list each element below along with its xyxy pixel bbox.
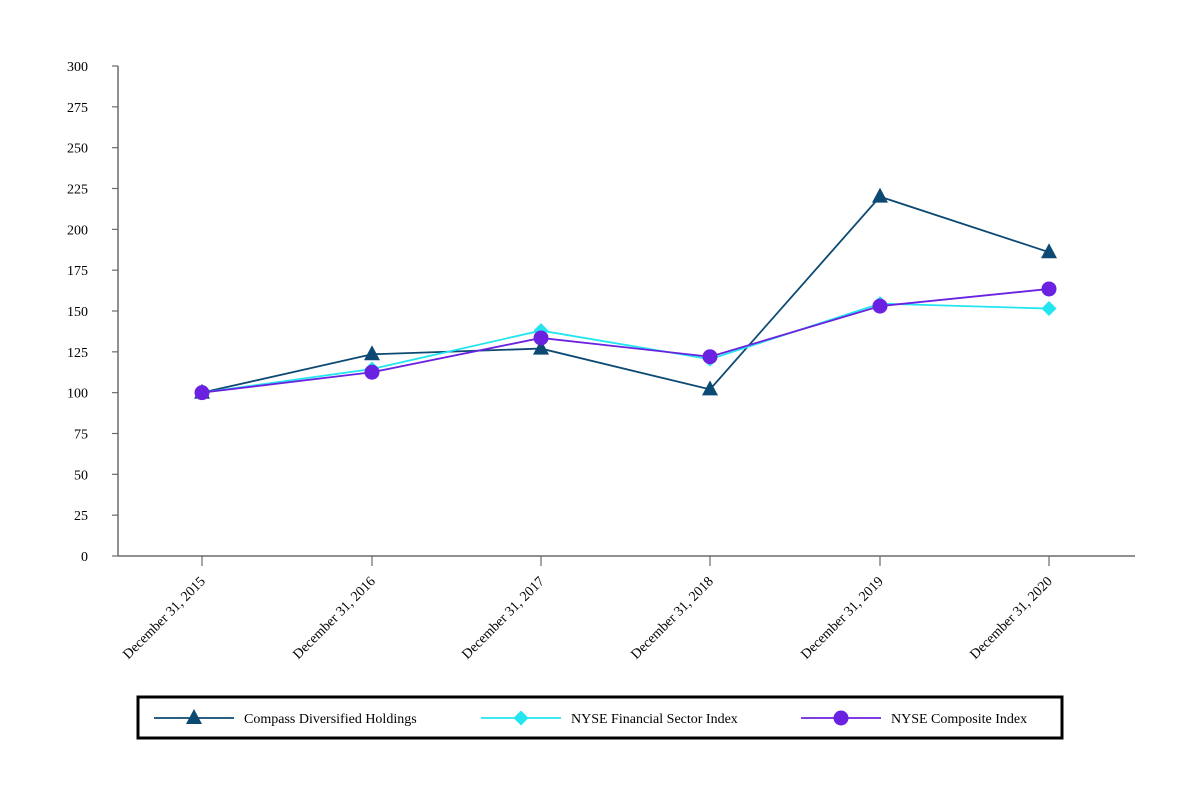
x-tick-label: December 31, 2020 bbox=[967, 574, 1055, 662]
series-group bbox=[194, 187, 1057, 401]
data-point-diamond bbox=[1041, 301, 1057, 317]
legend-marker-circle bbox=[833, 710, 849, 726]
y-tick-label: 50 bbox=[74, 468, 88, 483]
y-tick-label: 150 bbox=[67, 305, 88, 320]
y-tick-label: 0 bbox=[81, 550, 88, 565]
data-point-circle bbox=[872, 298, 888, 314]
x-axis: December 31, 2015 December 31, 2016 Decemb… bbox=[118, 555, 1135, 663]
legend-label: NYSE Composite Index bbox=[891, 712, 1027, 727]
y-tick-label: 125 bbox=[67, 346, 88, 361]
data-point-circle bbox=[533, 330, 549, 346]
series-nyse-composite-index bbox=[194, 281, 1057, 401]
y-tick-label: 100 bbox=[67, 387, 88, 402]
x-tick-label: December 31, 2018 bbox=[628, 574, 716, 662]
legend-box bbox=[136, 695, 1064, 740]
data-point-triangle bbox=[702, 380, 718, 396]
data-point-triangle bbox=[533, 339, 549, 355]
data-point-circle bbox=[702, 349, 718, 365]
data-point-circle bbox=[364, 364, 380, 380]
data-point-triangle bbox=[872, 187, 888, 203]
y-tick-label: 25 bbox=[74, 509, 88, 524]
series-line bbox=[201, 195, 1050, 394]
y-tick-label: 75 bbox=[74, 428, 88, 443]
data-point-circle bbox=[1041, 281, 1057, 297]
data-point-triangle bbox=[1041, 243, 1057, 259]
x-tick-label: December 31, 2019 bbox=[798, 574, 886, 662]
y-tick-label: 200 bbox=[67, 223, 88, 238]
data-point-circle bbox=[194, 385, 210, 401]
legend-marker-triangle bbox=[186, 709, 202, 724]
data-point-triangle bbox=[364, 345, 380, 361]
y-tick-label: 275 bbox=[67, 101, 88, 116]
y-tick-label: 225 bbox=[67, 183, 88, 198]
legend: Compass Diversified Holdings NYSE Financi… bbox=[136, 695, 1064, 740]
y-tick-label: 175 bbox=[67, 264, 88, 279]
series-compass-diversified-holdings bbox=[194, 187, 1057, 399]
legend-label: Compass Diversified Holdings bbox=[244, 712, 417, 727]
series-line bbox=[201, 302, 1050, 394]
x-tick-label: December 31, 2016 bbox=[290, 574, 378, 662]
x-tick-label: December 31, 2015 bbox=[120, 574, 208, 662]
legend-label: NYSE Financial Sector Index bbox=[571, 712, 738, 727]
legend-marker-diamond bbox=[513, 710, 529, 726]
y-tick-label: 250 bbox=[67, 142, 88, 157]
y-axis: 0 25 50 75 100 125 150 175 200 225 250 275 300 bbox=[67, 60, 119, 565]
x-tick-label: December 31, 2017 bbox=[459, 574, 547, 662]
y-tick-label: 300 bbox=[67, 60, 88, 75]
series-line bbox=[201, 288, 1050, 394]
